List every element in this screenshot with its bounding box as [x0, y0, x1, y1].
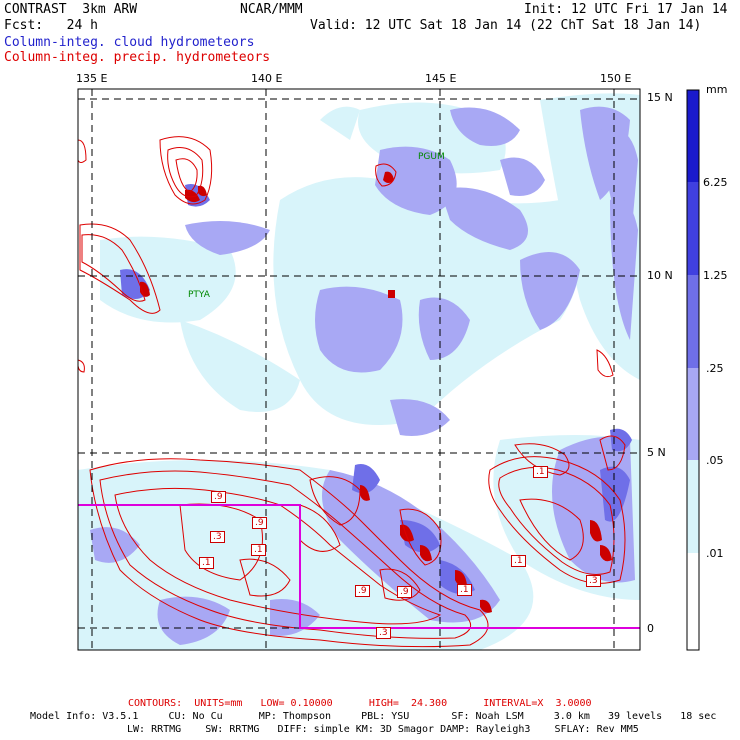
lat-label-10n: 10 N	[647, 269, 673, 282]
contour-label: .3	[376, 627, 391, 639]
contour-label: .9	[397, 586, 412, 598]
contour-label: .1	[511, 555, 526, 567]
colorbar-level: 6.25	[703, 176, 728, 189]
lon-label-145: 145 E	[425, 72, 457, 85]
station-label-yap: PTYA	[188, 290, 210, 300]
model-title: CONTRAST 3km ARW	[4, 2, 138, 17]
map-frame	[77, 88, 641, 651]
lon-label-140: 140 E	[251, 72, 283, 85]
contour-label: .3	[586, 575, 601, 587]
contour-label: .1	[457, 584, 472, 596]
contour-label: .1	[533, 466, 548, 478]
model-info-line-1: Model Info: V3.5.1 CU: No Cu MP: Thompso…	[30, 711, 717, 722]
init-time: Init: 12 UTC Fri 17 Jan 14	[524, 2, 728, 17]
station-label-guam: PGUM	[418, 152, 445, 162]
contour-label: .9	[355, 585, 370, 597]
lat-label-0: 0	[647, 622, 654, 635]
contour-label: .3	[210, 531, 225, 543]
lat-label-5n: 5 N	[647, 446, 666, 459]
lon-label-150: 150 E	[600, 72, 632, 85]
nested-domain-boundary	[78, 504, 640, 629]
colorbar-level: .25	[706, 362, 724, 375]
colorbar-unit: mm	[706, 83, 728, 96]
contour-label: .9	[211, 491, 226, 503]
field-precip-label: Column-integ. precip. hydrometeors	[4, 50, 271, 65]
colorbar	[686, 89, 700, 651]
contour-label: .1	[199, 557, 214, 569]
contour-label: .9	[252, 517, 267, 529]
colorbar-level: .01	[706, 547, 724, 560]
field-cloud-label: Column-integ. cloud hydrometeors	[4, 35, 255, 50]
lon-label-135: 135 E	[76, 72, 108, 85]
org-label: NCAR/MMM	[240, 2, 303, 17]
colorbar-level: 1.25	[703, 269, 728, 282]
valid-time: Valid: 12 UTC Sat 18 Jan 14 (22 ChT Sat …	[310, 18, 702, 33]
model-info-line-2: LW: RRTMG SW: RRTMG DIFF: simple KM: 3D …	[127, 724, 639, 735]
lat-label-15n: 15 N	[647, 91, 673, 104]
contour-label: .1	[251, 544, 266, 556]
contour-info: CONTOURS: UNITS=mm LOW= 0.10000 HIGH= 24…	[128, 698, 592, 709]
colorbar-level: .05	[706, 454, 724, 467]
forecast-hour: Fcst: 24 h	[4, 18, 98, 33]
precip-contours	[78, 136, 626, 648]
